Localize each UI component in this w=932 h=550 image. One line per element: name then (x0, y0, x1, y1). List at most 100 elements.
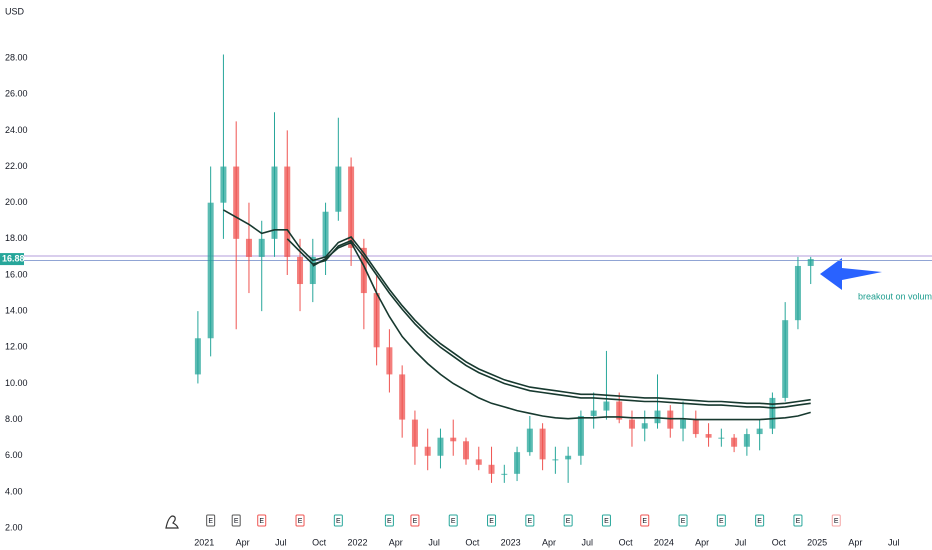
candle-body (309, 256, 316, 285)
candle-body (386, 347, 393, 375)
candle-body (692, 419, 699, 435)
x-tick-label: 2025 (807, 537, 827, 547)
candle-body (399, 374, 406, 420)
candle-body (348, 166, 355, 248)
y-tick-label: 26.00 (5, 89, 28, 99)
candle-body (667, 410, 674, 429)
x-tick-label: Apr (389, 537, 403, 547)
y-tick-label: 18.00 (5, 233, 28, 243)
earnings-label: E (681, 518, 686, 525)
earnings-label: E (604, 518, 609, 525)
earnings-marker (410, 514, 420, 527)
candle-body (680, 419, 687, 429)
earnings-marker (257, 514, 267, 527)
candle-body (194, 338, 201, 375)
candle-body (743, 434, 750, 447)
earnings-label: E (489, 518, 494, 525)
price-tag-label: 16.88 (2, 253, 25, 263)
earnings-marker (384, 514, 394, 527)
candle-body (641, 423, 648, 429)
earnings-label: E (451, 518, 456, 525)
candle-body (488, 464, 495, 474)
candle-body (565, 455, 572, 460)
candle-body (245, 238, 252, 257)
x-tick-label: Apr (848, 537, 862, 547)
candle-body (373, 293, 380, 348)
y-tick-label: 14.00 (5, 306, 28, 316)
earnings-marker (831, 514, 841, 527)
candle-body (297, 256, 304, 285)
candle-body (807, 259, 814, 266)
earnings-label: E (234, 518, 239, 525)
candle-body (654, 410, 661, 424)
candle-body (577, 415, 584, 456)
earnings-label: E (208, 518, 213, 525)
x-tick-label: Jul (735, 537, 747, 547)
earnings-label: E (834, 518, 839, 525)
earnings-marker (525, 514, 535, 527)
x-tick-label: 2022 (347, 537, 367, 547)
x-tick-label: Apr (236, 537, 250, 547)
x-tick-label: Jul (888, 537, 900, 547)
y-tick-label: 2.00 (5, 522, 23, 532)
candle-body (501, 473, 508, 475)
earnings-marker (231, 514, 241, 527)
earnings-label: E (298, 518, 303, 525)
candle-body (616, 401, 623, 420)
candle-body (539, 428, 546, 460)
candle-body (794, 265, 801, 321)
candle-body (628, 419, 635, 429)
earnings-marker (640, 514, 650, 527)
arrow (820, 258, 882, 290)
earnings-marker (793, 514, 803, 527)
earnings-label: E (566, 518, 571, 525)
earnings-marker (563, 514, 573, 527)
earnings-marker (601, 514, 611, 527)
earnings-label: E (413, 518, 418, 525)
x-tick-label: 2023 (501, 537, 521, 547)
annotation: breakout on volume (858, 291, 932, 301)
x-tick-label: Oct (772, 537, 787, 547)
x-tick-label: Oct (465, 537, 480, 547)
candle-body (207, 202, 214, 339)
earnings-marker (206, 514, 216, 527)
candle-body (463, 441, 469, 460)
earnings-marker (448, 514, 458, 527)
x-tick-label: Jul (428, 537, 440, 547)
candle-body (526, 428, 533, 453)
y-tick-label: 28.00 (5, 52, 28, 62)
logo (165, 515, 179, 529)
ma-line (223, 209, 811, 406)
candle-body (284, 166, 291, 257)
earnings-label: E (336, 518, 341, 525)
x-tick-label: Jul (582, 537, 594, 547)
candle-body (590, 410, 597, 416)
candle-body (769, 397, 776, 429)
y-tick-label: 6.00 (5, 450, 23, 460)
candle-body (233, 166, 240, 239)
earnings-label: E (719, 518, 724, 525)
x-tick-label: Apr (542, 537, 556, 547)
earnings-marker (755, 514, 765, 527)
candle-body (258, 238, 265, 257)
candle-body (360, 247, 367, 294)
earnings-label: E (642, 518, 647, 525)
y-tick-label: 4.00 (5, 486, 23, 496)
ma-line (312, 241, 811, 421)
candle-body (705, 434, 712, 438)
earnings-label: E (527, 518, 532, 525)
candle-body (335, 166, 342, 212)
earnings-marker (295, 514, 305, 527)
y-tick-label: 10.00 (5, 378, 28, 388)
earnings-marker (678, 514, 688, 527)
earnings-marker (716, 514, 726, 527)
earnings-marker (487, 514, 497, 527)
x-tick-label: 2024 (654, 537, 674, 547)
y-tick-label: 22.00 (5, 161, 28, 171)
earnings-label: E (259, 518, 264, 525)
candle-body (756, 428, 763, 435)
candle-body (271, 166, 278, 239)
candle-body (731, 437, 738, 447)
